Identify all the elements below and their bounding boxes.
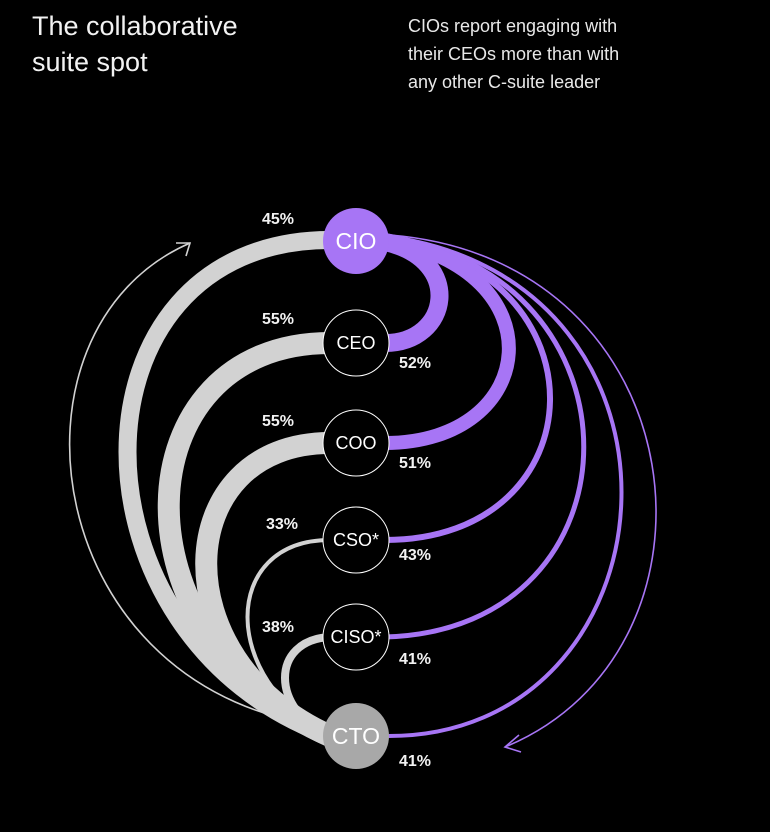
purple-arrowhead — [503, 734, 522, 753]
pct-ceo-right: 52% — [399, 355, 431, 372]
purple-links — [382, 233, 624, 739]
grey-link-cto-ciso — [281, 633, 332, 740]
node-cto-label: CTO — [332, 723, 380, 749]
pct-cto-right: 41% — [399, 753, 431, 770]
page-title: The collaborative suite spot — [32, 8, 238, 80]
node-coo: COO — [322, 409, 390, 477]
right-percent-labels: 52% 51% 43% 41% 41% — [399, 355, 431, 770]
title-line-2: suite spot — [32, 47, 148, 77]
purple-link-cio-ceo — [382, 233, 449, 352]
node-ciso-label: CISO* — [330, 627, 381, 647]
pct-cso-right: 43% — [399, 547, 431, 564]
subtitle: CIOs report engaging with their CEOs mor… — [408, 12, 728, 96]
node-cto: CTO — [323, 703, 389, 769]
purple-link-cio-coo — [383, 233, 516, 450]
node-ceo: CEO — [322, 309, 390, 377]
node-cio-label: CIO — [336, 228, 377, 254]
node-coo-label: COO — [335, 433, 376, 453]
pct-cio-left: 45% — [262, 211, 294, 228]
grey-link-cto-coo — [195, 432, 335, 747]
pct-ciso-left: 38% — [262, 619, 294, 636]
title-line-1: The collaborative — [32, 11, 238, 41]
pct-coo-right: 51% — [399, 455, 431, 472]
pct-ciso-right: 41% — [399, 651, 431, 668]
grey-cycle-arc — [68, 242, 335, 728]
purple-cycle-arc — [389, 234, 657, 748]
pct-ceo-left: 55% — [262, 311, 294, 328]
node-ceo-label: CEO — [336, 333, 375, 353]
node-ciso: CISO* — [322, 603, 390, 671]
purple-link-cio-cto — [384, 234, 624, 739]
left-percent-labels: 45% 55% 55% 33% 38% — [262, 211, 298, 636]
subtitle-line-2: their CEOs more than with — [408, 44, 620, 64]
node-cso-label: CSO* — [333, 530, 379, 550]
purple-link-cio-ciso — [384, 235, 587, 640]
subtitle-line-1: CIOs report engaging with — [408, 16, 618, 36]
grey-arrowhead — [176, 242, 192, 257]
outer-arrows — [68, 234, 657, 753]
pct-coo-left: 55% — [262, 413, 294, 430]
subtitle-line-3: any other C-suite leader — [408, 72, 601, 92]
pct-cso-left: 33% — [266, 516, 298, 533]
node-cso: CSO* — [322, 506, 390, 574]
grey-links — [118, 231, 335, 747]
purple-link-cio-cso — [384, 235, 553, 543]
node-cio: CIO — [323, 208, 389, 274]
